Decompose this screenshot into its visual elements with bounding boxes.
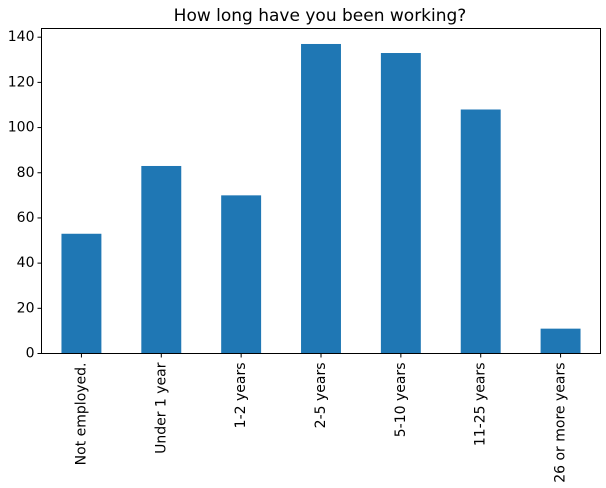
y-tick-label-1: 20 — [17, 300, 35, 316]
y-tick-label-2: 40 — [17, 255, 35, 271]
x-tick-label-0: Not employed. — [73, 363, 89, 466]
chart-title: How long have you been working? — [174, 6, 467, 26]
bar-0 — [61, 233, 102, 354]
y-axis: 0 20 40 60 80 100 120 140 — [8, 29, 42, 362]
bar-1 — [141, 165, 182, 354]
y-tick-label-0: 0 — [26, 346, 35, 362]
x-tick-label-4: 5-10 years — [393, 363, 409, 438]
plot-frame — [41, 28, 601, 354]
y-tick-label-4: 80 — [17, 165, 35, 181]
x-tick-label-6: 26 or more years — [553, 363, 569, 483]
x-tick-label-5: 11-25 years — [473, 363, 489, 447]
bar-2 — [221, 195, 262, 354]
x-axis: Not employed. Under 1 year 1-2 years 2-5 ye… — [73, 353, 569, 483]
x-tick-label-3: 2-5 years — [313, 363, 329, 429]
x-tick-label-2: 1-2 years — [233, 363, 249, 429]
y-tick-label-7: 140 — [8, 29, 35, 45]
y-tick-label-5: 100 — [8, 120, 35, 136]
x-tick-label-1: Under 1 year — [153, 362, 169, 454]
bar-6 — [540, 328, 581, 354]
bar-4 — [380, 53, 421, 354]
bar-3 — [301, 43, 341, 354]
y-tick-label-3: 60 — [17, 210, 35, 226]
bar-5 — [460, 109, 501, 354]
y-tick-label-6: 120 — [8, 74, 35, 90]
bars-group — [61, 43, 581, 354]
